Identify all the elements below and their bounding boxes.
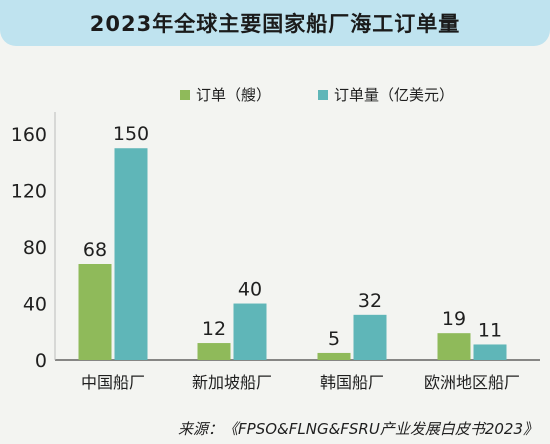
x-tick-label: 新加坡船厂 <box>192 373 272 392</box>
y-tick-label: 80 <box>23 237 47 259</box>
x-tick-label: 中国船厂 <box>81 373 145 392</box>
bar-orders-count <box>437 333 471 360</box>
bar-orders-count <box>78 264 112 360</box>
y-tick-label: 160 <box>11 124 47 146</box>
bar-orders-value <box>233 303 267 360</box>
data-label: 19 <box>442 308 466 330</box>
legend-label: 订单（艘） <box>196 86 271 104</box>
data-label: 40 <box>238 279 262 301</box>
y-tick-label: 0 <box>35 350 47 372</box>
bar-orders-value <box>114 148 148 360</box>
legend-swatch <box>180 90 190 100</box>
y-tick-label: 40 <box>23 294 47 316</box>
bar-orders-count <box>197 343 231 360</box>
legend-swatch <box>318 90 328 100</box>
bar-orders-value <box>473 344 507 360</box>
data-label: 5 <box>328 328 340 350</box>
data-label: 12 <box>202 318 226 340</box>
bar-orders-count <box>317 352 351 360</box>
legend-label: 订单量（亿美元） <box>334 86 454 104</box>
data-label: 32 <box>358 290 382 312</box>
data-label: 11 <box>478 319 502 341</box>
source-note: 来源：《FPSO&FLNG&FSRU产业发展白皮书2023》 <box>178 420 538 438</box>
title-banner: 2023年全球主要国家船厂海工订单量 <box>0 0 550 46</box>
y-tick-label: 120 <box>11 181 47 203</box>
x-tick-label: 韩国船厂 <box>320 373 384 392</box>
data-label: 68 <box>83 239 107 261</box>
bar-orders-value <box>353 314 387 360</box>
chart-title: 2023年全球主要国家船厂海工订单量 <box>89 12 461 36</box>
data-label: 150 <box>113 123 149 145</box>
x-tick-label: 欧洲地区船厂 <box>424 373 520 392</box>
